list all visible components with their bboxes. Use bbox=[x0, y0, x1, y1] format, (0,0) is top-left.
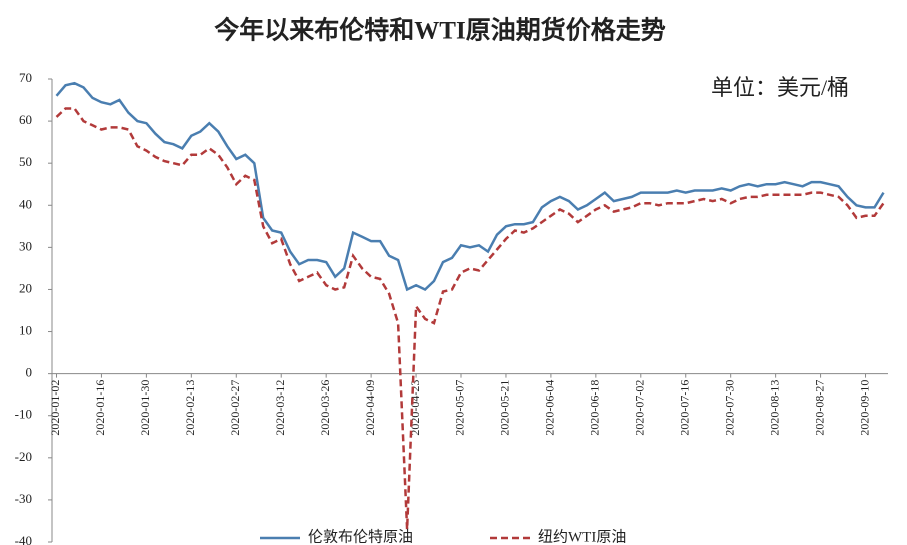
x-tick-label: 2020-04-23 bbox=[408, 380, 422, 436]
series-line bbox=[55, 81, 885, 292]
series-line bbox=[55, 107, 885, 530]
x-tick-label: 2020-01-30 bbox=[138, 380, 152, 436]
y-tick-label: 40 bbox=[19, 196, 32, 211]
x-tick-label: 2020-09-10 bbox=[857, 380, 871, 436]
y-tick-label: 60 bbox=[19, 112, 32, 127]
y-tick-label: 30 bbox=[19, 238, 32, 253]
legend-label: 伦敦布伦特原油 bbox=[308, 528, 413, 545]
x-tick-label: 2020-02-13 bbox=[183, 380, 197, 436]
x-tick-label: 2020-08-27 bbox=[812, 380, 826, 436]
x-tick-label: 2020-07-16 bbox=[677, 380, 691, 436]
y-tick-label: 50 bbox=[19, 154, 32, 169]
y-tick-label: -10 bbox=[15, 407, 32, 422]
x-tick-label: 2020-08-13 bbox=[767, 380, 781, 436]
chart-title: 今年以来布伦特和WTI原油期货价格走势 bbox=[214, 16, 665, 45]
x-tick-label: 2020-06-04 bbox=[543, 380, 557, 436]
x-tick-label: 2020-05-21 bbox=[498, 380, 512, 436]
y-tick-label: -30 bbox=[15, 491, 32, 506]
unit-annotation: 单位：美元/桶 bbox=[711, 75, 849, 100]
x-tick-label: 2020-02-27 bbox=[228, 380, 242, 436]
y-tick-label: 10 bbox=[19, 323, 32, 338]
y-tick-label: 20 bbox=[19, 280, 32, 295]
legend-label: 纽约WTI原油 bbox=[538, 528, 626, 545]
x-tick-label: 2020-03-26 bbox=[318, 380, 332, 436]
x-tick-label: 2020-01-02 bbox=[48, 380, 62, 436]
x-tick-label: 2020-05-07 bbox=[453, 380, 467, 436]
y-tick-label: 70 bbox=[19, 70, 32, 85]
x-tick-label: 2020-07-30 bbox=[722, 380, 736, 436]
y-tick-label: 0 bbox=[26, 365, 33, 380]
y-tick-label: -20 bbox=[15, 449, 32, 464]
x-tick-label: 2020-07-02 bbox=[633, 380, 647, 436]
x-tick-label: 2020-03-12 bbox=[273, 380, 287, 436]
x-tick-label: 2020-01-16 bbox=[93, 380, 107, 436]
y-tick-label: -40 bbox=[15, 533, 32, 545]
x-tick-label: 2020-06-18 bbox=[588, 380, 602, 436]
x-tick-label: 2020-04-09 bbox=[363, 380, 377, 436]
